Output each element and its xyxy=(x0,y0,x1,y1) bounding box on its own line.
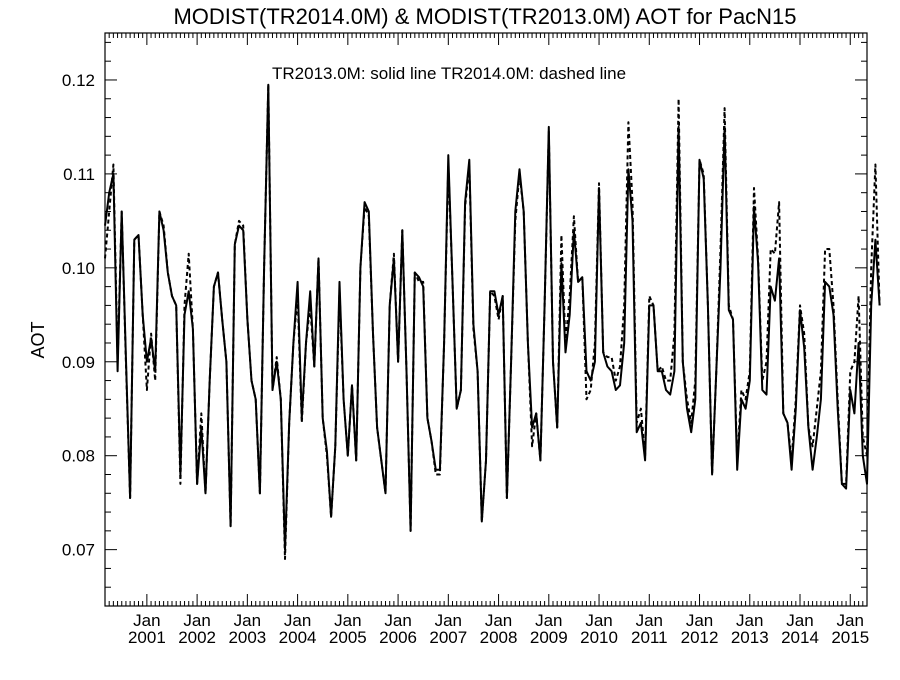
x-tick-label-year: 2013 xyxy=(731,628,769,647)
x-tick-label-year: 2009 xyxy=(530,628,568,647)
x-tick-label-year: 2011 xyxy=(631,628,668,647)
x-tick-label-year: 2002 xyxy=(178,628,216,647)
x-tick-label-year: 2001 xyxy=(128,628,166,647)
x-tick-label-month: Jan xyxy=(133,611,160,630)
x-tick-label-month: Jan xyxy=(183,611,210,630)
x-tick-label-month: Jan xyxy=(636,611,663,630)
chart-title: MODIST(TR2014.0M) & MODIST(TR2013.0M) AO… xyxy=(173,4,796,29)
x-tick-label-month: Jan xyxy=(585,611,612,630)
x-tick-label-year: 2010 xyxy=(580,628,618,647)
x-tick-label-year: 2012 xyxy=(681,628,719,647)
x-tick-label-month: Jan xyxy=(786,611,813,630)
plot-frame xyxy=(104,32,868,607)
x-tick-label-year: 2003 xyxy=(228,628,266,647)
x-tick-label-year: 2014 xyxy=(781,628,819,647)
x-tick-label-month: Jan xyxy=(284,611,311,630)
x-tick-label-month: Jan xyxy=(736,611,763,630)
x-tick-label-month: Jan xyxy=(686,611,713,630)
x-tick-label-year: 2006 xyxy=(379,628,417,647)
series-line-tr2013-0m xyxy=(104,83,881,551)
x-tick-label-year: 2007 xyxy=(429,628,467,647)
x-tick-label-year: 2015 xyxy=(831,628,869,647)
x-tick-label-year: 2004 xyxy=(279,628,317,647)
y-axis-ticks: 0.07 0.08 0.09 0.10 0.11 0.12 xyxy=(62,41,867,607)
y-tick-label: 0.11 xyxy=(63,165,95,184)
x-tick-label-month: Jan xyxy=(837,611,864,630)
series-layer xyxy=(104,83,881,560)
x-tick-label-month: Jan xyxy=(234,611,261,630)
x-tick-label-year: 2005 xyxy=(329,628,367,647)
line-style-annotation: TR2013.0M: solid line TR2014.0M: dashed … xyxy=(272,64,626,83)
x-tick-label-month: Jan xyxy=(435,611,462,630)
y-tick-label: 0.07 xyxy=(62,541,95,560)
y-axis-label: AOT xyxy=(28,321,48,358)
x-tick-label-month: Jan xyxy=(535,611,562,630)
y-tick-label: 0.12 xyxy=(62,71,95,90)
x-tick-label-year: 2008 xyxy=(480,628,518,647)
y-tick-label: 0.09 xyxy=(62,353,95,372)
x-tick-label-month: Jan xyxy=(485,611,512,630)
y-tick-label: 0.10 xyxy=(62,259,95,278)
x-tick-label-month: Jan xyxy=(384,611,411,630)
y-tick-label: 0.08 xyxy=(62,447,95,466)
x-tick-label-month: Jan xyxy=(334,611,361,630)
series-line-tr2014-0m xyxy=(104,83,881,560)
x-axis-ticks: Jan2001Jan2002Jan2003Jan2004Jan2005Jan20… xyxy=(104,33,869,647)
